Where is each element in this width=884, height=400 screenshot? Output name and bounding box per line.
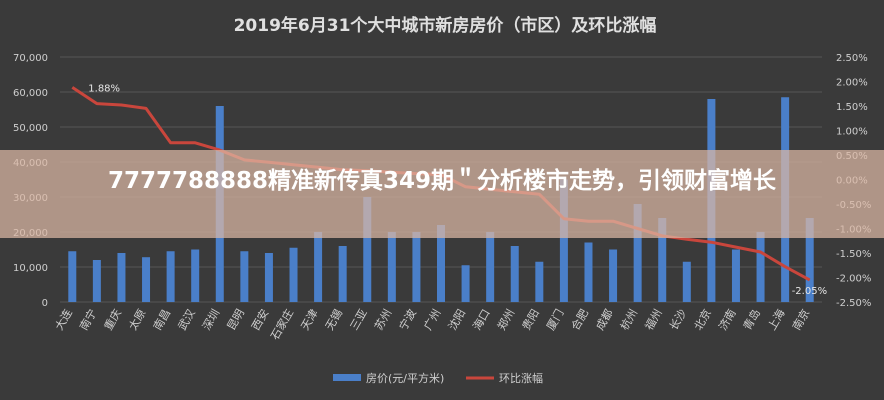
x-tick-label: 北京 bbox=[691, 307, 714, 333]
bar bbox=[756, 232, 765, 302]
x-tick-label: 济南 bbox=[715, 307, 738, 333]
x-tick-label: 广州 bbox=[421, 307, 443, 333]
data-label: 1.88% bbox=[88, 83, 120, 94]
bar bbox=[731, 249, 740, 302]
x-tick-label: 沈阳 bbox=[445, 307, 468, 333]
right-tick-label: 2.50% bbox=[836, 53, 868, 64]
x-tick-label: 南昌 bbox=[151, 307, 173, 333]
x-tick-label: 成都 bbox=[593, 307, 615, 333]
x-tick-label: 大连 bbox=[52, 307, 75, 333]
left-tick-label: 60,000 bbox=[13, 88, 48, 99]
right-tick-label: -1.50% bbox=[836, 249, 871, 260]
chart-title: 2019年6月31个大中城市新房房价（市区）及环比涨幅 bbox=[234, 15, 657, 36]
bar bbox=[535, 261, 544, 302]
x-tick-label: 杭州 bbox=[617, 307, 640, 333]
x-tick-label: 天津 bbox=[298, 307, 320, 333]
right-tick-label: 1.50% bbox=[836, 102, 868, 113]
x-tick-label: 贵阳 bbox=[520, 307, 542, 333]
legend-swatch-bar bbox=[333, 374, 361, 381]
x-tick-label: 海口 bbox=[470, 306, 493, 332]
x-tick-label: 苏州 bbox=[372, 307, 394, 333]
data-label: -2.05% bbox=[792, 286, 827, 297]
bar bbox=[412, 232, 421, 302]
left-tick-label: 10,000 bbox=[13, 263, 48, 274]
x-tick-label: 武汉 bbox=[176, 307, 198, 333]
legend-label: 房价(元/平方米) bbox=[366, 371, 444, 385]
bar bbox=[338, 246, 347, 302]
x-tick-label: 上海 bbox=[765, 307, 788, 333]
legend: 房价(元/平方米) 环比涨幅 bbox=[333, 371, 543, 385]
left-tick-label: 70,000 bbox=[13, 53, 48, 64]
bar bbox=[117, 253, 126, 302]
x-tick-label: 郑州 bbox=[494, 307, 517, 333]
legend-label: 环比涨幅 bbox=[499, 372, 543, 385]
bar bbox=[240, 251, 249, 302]
bar bbox=[68, 251, 77, 302]
bar bbox=[461, 265, 470, 302]
bar bbox=[584, 242, 593, 302]
bar bbox=[92, 260, 101, 302]
bar bbox=[486, 232, 495, 302]
left-tick-label: 50,000 bbox=[13, 123, 48, 134]
x-tick-label: 宁波 bbox=[396, 307, 419, 333]
right-tick-label: 2.00% bbox=[836, 78, 868, 89]
bar bbox=[314, 232, 323, 302]
x-tick-label: 厦门 bbox=[543, 307, 566, 333]
bar bbox=[682, 261, 691, 302]
x-tick-label: 重庆 bbox=[101, 307, 124, 333]
x-tick-label: 三亚 bbox=[348, 307, 370, 333]
annotations: 1.88% -2.05% bbox=[88, 83, 827, 297]
x-tick-label: 石家庄 bbox=[267, 307, 296, 343]
x-tick-label: 无锡 bbox=[322, 307, 345, 333]
x-tick-label: 昆明 bbox=[225, 307, 247, 333]
x-axis-labels: 大连 南宁 重庆 太原 南昌 武汉 深圳 昆明 西安石家庄 天津 无锡 三亚 苏州 宁波 广州 沈阳 海口 郑州贵… bbox=[52, 306, 813, 342]
overlay-banner bbox=[0, 150, 884, 238]
left-tick-label: 0 bbox=[42, 298, 48, 309]
x-tick-label: 南宁 bbox=[76, 307, 99, 333]
bar bbox=[805, 218, 814, 302]
x-tick-label: 福州 bbox=[642, 307, 665, 333]
bar bbox=[264, 253, 273, 302]
bar bbox=[510, 246, 519, 302]
bar bbox=[363, 197, 372, 302]
bar bbox=[289, 247, 298, 302]
bar bbox=[633, 204, 642, 302]
right-tick-label: -2.00% bbox=[836, 274, 871, 285]
bar bbox=[166, 251, 175, 302]
bar bbox=[387, 232, 396, 302]
x-tick-label: 深圳 bbox=[200, 307, 222, 333]
x-tick-label: 南京 bbox=[789, 307, 812, 333]
bar bbox=[609, 249, 618, 302]
x-tick-label: 太原 bbox=[126, 307, 148, 333]
bar bbox=[191, 249, 200, 302]
right-tick-label: 1.00% bbox=[836, 127, 868, 138]
x-tick-label: 长沙 bbox=[667, 307, 689, 333]
x-tick-label: 西安 bbox=[248, 307, 271, 333]
x-tick-label: 青岛 bbox=[740, 307, 763, 333]
x-tick-label: 合肥 bbox=[568, 307, 591, 333]
bar bbox=[559, 179, 568, 302]
right-tick-label: -2.50% bbox=[836, 298, 871, 309]
overlay-title: 7777788888精准新传真349期＂分析楼市走势，引领财富增长 bbox=[107, 168, 777, 194]
bar bbox=[142, 257, 151, 302]
bar bbox=[437, 225, 445, 302]
bar bbox=[658, 218, 667, 302]
